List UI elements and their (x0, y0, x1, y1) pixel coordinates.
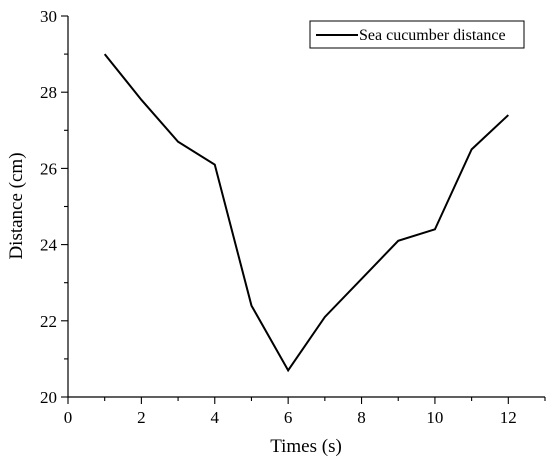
y-tick-label: 22 (40, 312, 57, 331)
series-layer (103, 53, 509, 373)
x-tick-label: 10 (426, 408, 443, 427)
x-tick-label: 8 (357, 408, 366, 427)
y-tick-label: 30 (40, 7, 57, 26)
axes (67, 16, 545, 398)
legend-label: Sea cucumber distance (359, 27, 506, 44)
y-tick-label: 20 (40, 388, 57, 407)
x-axis-title: Times (s) (270, 436, 342, 457)
y-tick-label: 28 (40, 83, 57, 102)
legend: Sea cucumber distance (309, 20, 525, 49)
x-tick-label: 2 (137, 408, 146, 427)
y-tick-label: 24 (40, 236, 58, 255)
x-tick-label: 4 (211, 408, 220, 427)
y-tick-label: 26 (40, 159, 57, 178)
x-tick-label: 0 (64, 408, 73, 427)
x-tick-label: 6 (284, 408, 293, 427)
ticks (61, 15, 546, 404)
series-line-sea-cucumber-distance (103, 53, 509, 373)
y-axis-title: Distance (cm) (6, 152, 27, 259)
x-tick-label: 12 (500, 408, 517, 427)
